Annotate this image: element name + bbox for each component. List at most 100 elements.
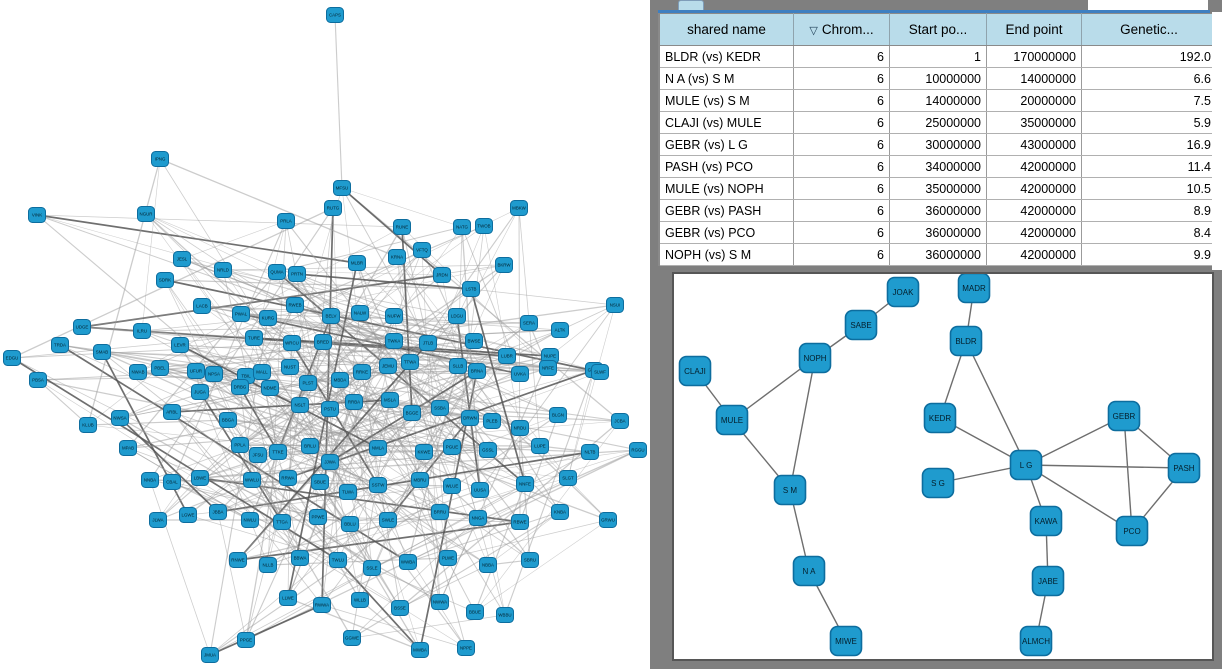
graph-node[interactable]: JMUA (201, 647, 219, 663)
table-cell[interactable]: 30000000 (889, 133, 987, 156)
table-row[interactable]: N A (vs) S M 6 10000000 14000000 6.6 (659, 67, 1217, 90)
graph-node[interactable]: KKWE (415, 444, 433, 460)
graph-edge[interactable] (456, 315, 481, 491)
table-cell[interactable]: 6 (793, 177, 890, 200)
graph-edge[interactable] (249, 341, 324, 521)
graph-node[interactable]: JEMU (379, 358, 397, 374)
graph-edge[interactable] (237, 342, 429, 561)
table-cell[interactable]: 14000000 (986, 67, 1082, 90)
graph-edge[interactable] (141, 158, 161, 332)
graph-node[interactable]: BLDR (949, 325, 983, 357)
graph-node[interactable]: RNWE (229, 552, 247, 568)
graph-edge[interactable] (470, 288, 616, 306)
graph-edge[interactable] (209, 479, 421, 656)
graph-node[interactable]: PGUE (443, 439, 461, 455)
graph-node[interactable]: RRBA (345, 394, 363, 410)
graph-node[interactable]: MLBR (348, 255, 366, 271)
graph-edge[interactable] (249, 401, 355, 521)
table-cell[interactable]: 6 (793, 67, 890, 90)
graph-edge[interactable] (245, 401, 355, 641)
table-cell[interactable]: GEBR (vs) L G (659, 133, 794, 156)
graph-node[interactable]: RRWA (279, 470, 297, 486)
graph-node[interactable]: PLST (299, 375, 317, 391)
graph-node[interactable]: CAPS (326, 7, 344, 23)
graph-node[interactable]: KAWA (1029, 505, 1063, 537)
graph-edge[interactable] (321, 312, 361, 606)
graph-edge[interactable] (119, 417, 219, 513)
graph-node[interactable]: UDGE (73, 319, 91, 335)
graph-node[interactable]: LDGU (448, 308, 466, 324)
graph-node[interactable]: BBLU (341, 516, 359, 532)
table-cell[interactable]: 6 (793, 155, 890, 178)
graph-edge[interactable] (287, 262, 358, 599)
graph-edge[interactable] (87, 367, 161, 426)
graph-node[interactable]: WBBU (496, 607, 514, 623)
graph-node[interactable]: MFSU (333, 180, 351, 196)
graph-node[interactable]: QUMA (268, 264, 286, 280)
graph-node[interactable]: PPWE (309, 509, 327, 525)
graph-node[interactable]: N A (792, 555, 826, 587)
table-cell[interactable]: 35000000 (986, 111, 1082, 134)
graph-node[interactable]: BKRW (495, 257, 513, 273)
graph-node[interactable]: JJWA (321, 454, 339, 470)
graph-edge[interactable] (334, 14, 343, 189)
graph-node[interactable]: JRDN (433, 267, 451, 283)
graph-edge[interactable] (181, 220, 287, 260)
graph-node[interactable]: MBKW (510, 200, 528, 216)
graph-node[interactable]: WLLB (351, 592, 369, 608)
graph-edge[interactable] (209, 604, 323, 656)
graph-edge[interactable] (1123, 415, 1133, 532)
graph-edge[interactable] (309, 445, 489, 566)
graph-node[interactable]: TWKA (385, 333, 403, 349)
graph-edge[interactable] (141, 330, 263, 373)
graph-edge[interactable] (287, 404, 301, 479)
table-row[interactable]: GEBR (vs) PASH 6 36000000 42000000 8.9 (659, 199, 1217, 222)
graph-edge[interactable] (199, 391, 269, 566)
graph-edge[interactable] (337, 559, 421, 651)
graph-edge[interactable] (149, 207, 334, 481)
graph-edge[interactable] (251, 226, 403, 481)
table-cell[interactable]: 11.4 (1081, 155, 1217, 178)
graph-edge[interactable] (299, 249, 423, 406)
graph-node[interactable]: NGUR (137, 206, 155, 222)
graph-node[interactable]: PRLA (277, 213, 295, 229)
graph-node[interactable]: PPGE (237, 632, 255, 648)
graph-edge[interactable] (141, 322, 530, 332)
graph-node[interactable]: MIWE (829, 625, 863, 657)
graph-edge[interactable] (469, 417, 561, 513)
table-row[interactable]: MULE (vs) NOPH 6 35000000 42000000 10.5 (659, 177, 1217, 200)
table-cell[interactable]: 6 (793, 221, 890, 244)
graph-node[interactable]: NALW (351, 305, 369, 321)
graph-node[interactable]: JTLB (419, 335, 437, 351)
graph-node[interactable]: TTGA (273, 514, 291, 530)
graph-node[interactable]: DRWN (461, 410, 479, 426)
table-cell[interactable]: 7.5 (1081, 89, 1217, 112)
graph-edge[interactable] (171, 481, 251, 521)
graph-edge[interactable] (145, 213, 421, 481)
column-header[interactable]: ▽ Chrom... (793, 13, 890, 46)
table-row[interactable]: MULE (vs) S M 6 14000000 20000000 7.5 (659, 89, 1217, 112)
graph-edge[interactable] (36, 214, 601, 373)
graph-node[interactable]: JESL (173, 251, 191, 267)
graph-node[interactable]: JCBA (611, 413, 629, 429)
graph-edge[interactable] (423, 370, 478, 453)
graph-node[interactable]: LACB (193, 298, 211, 314)
table-cell[interactable]: 42000000 (986, 221, 1082, 244)
graph-edge[interactable] (479, 304, 616, 491)
graph-node[interactable]: PRTN (288, 266, 306, 282)
graph-node[interactable]: VINK (28, 207, 46, 223)
graph-edge[interactable] (101, 351, 373, 569)
graph-node[interactable]: TLWA (339, 484, 357, 500)
graph-node[interactable]: NOPH (798, 342, 832, 374)
graph-edge[interactable] (296, 273, 472, 290)
graph-edge[interactable] (127, 420, 493, 449)
graph-node[interactable]: SLLB (449, 358, 467, 374)
graph-node[interactable]: MSLA (381, 392, 399, 408)
graph-edge[interactable] (299, 404, 349, 493)
graph-node[interactable]: GEBR (1107, 400, 1141, 432)
graph-node[interactable]: NDME (261, 380, 279, 396)
table-cell[interactable]: 10.5 (1081, 177, 1217, 200)
graph-node[interactable]: BBGA (219, 412, 237, 428)
table-cell[interactable]: 42000000 (986, 155, 1082, 178)
graph-node[interactable]: LSTB (462, 281, 480, 297)
